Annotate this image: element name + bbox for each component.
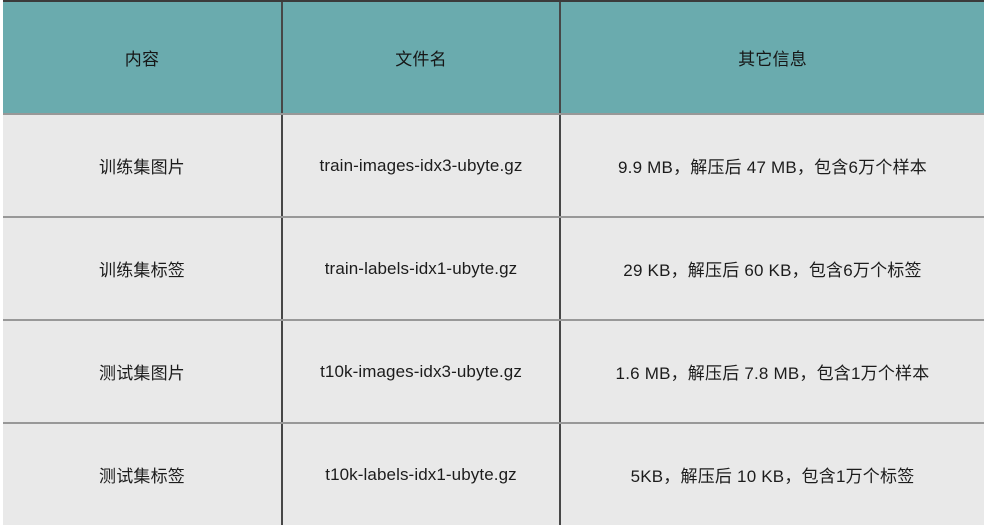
header-cell-content: 内容 — [3, 2, 283, 113]
cell-info: 9.9 MB，解压后 47 MB，包含6万个样本 — [618, 158, 927, 177]
table-row: 测试集标签 t10k-labels-idx1-ubyte.gz 5KB，解压后 … — [3, 422, 984, 525]
dataset-files-table: 内容 文件名 其它信息 训练集图片 train-images-idx3-ubyt… — [3, 0, 984, 525]
cell-filename: t10k-labels-idx1-ubyte.gz — [283, 424, 561, 525]
cell-info: 5KB，解压后 10 KB，包含1万个标签 — [630, 467, 915, 486]
cell-filename: train-images-idx3-ubyte.gz — [283, 115, 561, 216]
header-cell-filename: 文件名 — [283, 2, 561, 113]
cell-filename: train-labels-idx1-ubyte.gz — [283, 218, 561, 319]
cell-filename: t10k-images-idx3-ubyte.gz — [283, 321, 561, 422]
cell-content: 测试集标签 — [3, 424, 283, 525]
header-cell-info: 其它信息 — [738, 50, 807, 69]
cell-content: 测试集图片 — [3, 321, 283, 422]
table-row: 训练集图片 train-images-idx3-ubyte.gz 9.9 MB，… — [3, 113, 984, 216]
table-row: 测试集图片 t10k-images-idx3-ubyte.gz 1.6 MB，解… — [3, 319, 984, 422]
cell-info: 1.6 MB，解压后 7.8 MB，包含1万个样本 — [615, 364, 930, 383]
cell-content: 训练集标签 — [3, 218, 283, 319]
table-header-row: 内容 文件名 其它信息 — [3, 2, 984, 113]
cell-info: 29 KB，解压后 60 KB，包含6万个标签 — [623, 261, 922, 280]
cell-content: 训练集图片 — [3, 115, 283, 216]
table-row: 训练集标签 train-labels-idx1-ubyte.gz 29 KB，解… — [3, 216, 984, 319]
